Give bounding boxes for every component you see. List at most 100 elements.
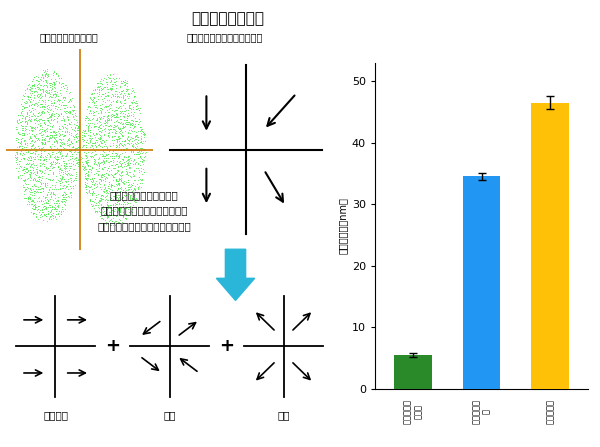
Point: [110, 201, 119, 208]
Point: [31, 148, 40, 155]
Point: [40, 139, 50, 147]
Point: [59, 93, 68, 101]
Point: [37, 107, 47, 114]
Point: [52, 213, 61, 220]
Point: [40, 70, 50, 77]
Point: [46, 79, 55, 86]
Point: [35, 123, 44, 130]
Point: [97, 190, 107, 198]
Point: [58, 135, 68, 142]
Point: [61, 87, 71, 94]
Point: [93, 190, 103, 198]
Point: [65, 172, 74, 179]
Point: [65, 96, 75, 103]
Point: [100, 83, 109, 90]
Point: [116, 131, 126, 138]
Point: [73, 149, 82, 156]
Point: [68, 141, 78, 148]
Point: [114, 153, 124, 160]
Point: [114, 218, 124, 225]
Point: [32, 211, 41, 218]
Point: [112, 113, 122, 120]
Point: [49, 146, 59, 153]
Point: [123, 133, 133, 140]
Point: [17, 114, 27, 121]
Point: [56, 110, 65, 118]
Point: [119, 89, 129, 96]
Point: [15, 142, 25, 149]
Point: [62, 145, 71, 152]
Point: [60, 205, 70, 212]
Point: [23, 82, 33, 89]
Point: [115, 159, 124, 166]
Point: [54, 122, 64, 129]
Point: [39, 212, 49, 219]
Point: [88, 148, 97, 156]
Point: [60, 93, 70, 101]
Point: [94, 197, 104, 204]
Point: [89, 160, 98, 167]
Point: [20, 194, 29, 201]
Point: [111, 177, 121, 185]
Point: [111, 152, 121, 159]
Point: [25, 94, 35, 101]
Point: [52, 207, 61, 215]
Point: [19, 155, 29, 162]
Point: [62, 121, 72, 128]
Point: [94, 204, 103, 211]
Point: [134, 147, 144, 154]
Point: [130, 128, 139, 135]
Point: [23, 135, 33, 143]
Point: [106, 157, 116, 164]
Point: [28, 118, 37, 126]
Point: [131, 103, 140, 110]
Point: [115, 98, 125, 105]
Point: [27, 104, 37, 111]
Point: [24, 106, 34, 113]
Point: [40, 97, 50, 104]
Point: [109, 210, 118, 217]
Point: [53, 197, 63, 204]
Point: [124, 176, 133, 183]
Point: [52, 207, 61, 214]
Point: [82, 114, 91, 121]
Point: [134, 185, 143, 192]
Point: [53, 203, 63, 211]
Point: [19, 170, 28, 177]
Point: [83, 170, 92, 177]
Point: [131, 199, 140, 206]
Point: [115, 160, 124, 168]
Point: [34, 208, 44, 215]
Point: [100, 209, 110, 216]
Point: [35, 178, 44, 186]
Point: [46, 164, 55, 171]
Point: [131, 98, 141, 105]
Point: [108, 192, 118, 199]
Point: [103, 116, 113, 123]
Point: [104, 112, 113, 119]
Point: [122, 161, 131, 169]
Point: [28, 206, 37, 213]
Point: [21, 160, 31, 167]
Point: [25, 112, 34, 119]
Point: [114, 74, 124, 81]
Point: [104, 153, 113, 160]
Point: [89, 181, 99, 188]
Point: [116, 80, 125, 88]
Point: [64, 174, 74, 181]
Point: [118, 130, 128, 137]
Point: [91, 119, 101, 127]
Point: [97, 194, 106, 202]
Point: [74, 142, 84, 149]
Point: [28, 159, 37, 166]
Point: [97, 173, 106, 180]
Point: [101, 219, 110, 226]
Point: [56, 172, 65, 179]
Point: [68, 182, 77, 190]
Point: [25, 185, 35, 192]
Point: [127, 168, 137, 175]
Point: [134, 142, 143, 149]
Point: [40, 202, 49, 210]
Point: [98, 215, 107, 222]
Point: [88, 98, 98, 105]
